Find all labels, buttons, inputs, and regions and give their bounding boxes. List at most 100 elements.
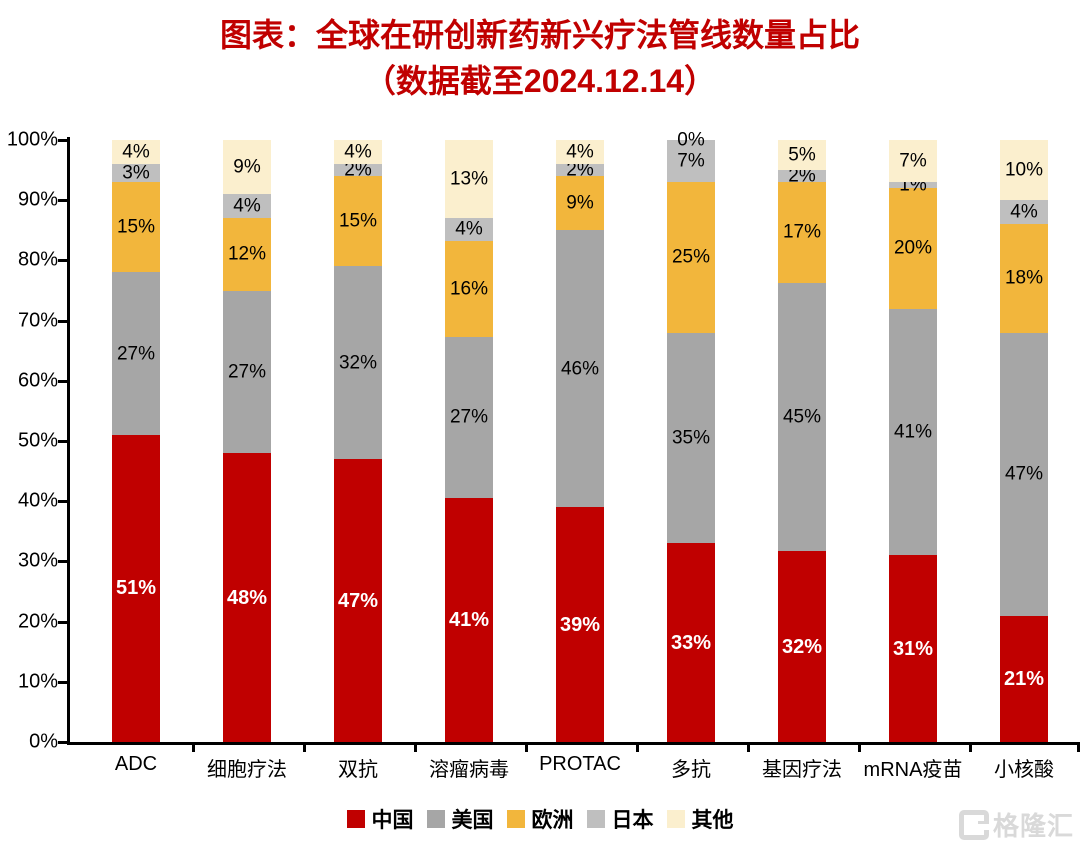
y-axis-tick bbox=[58, 319, 68, 323]
y-axis-tick bbox=[58, 620, 68, 624]
segment-data-label: 2% bbox=[788, 165, 816, 187]
bar-segment-其他: 4% bbox=[556, 140, 604, 165]
segment-data-label: 4% bbox=[455, 218, 483, 240]
legend-label: 中国 bbox=[371, 809, 414, 832]
segment-data-label: 7% bbox=[677, 150, 705, 172]
chart-title: 图表：全球在研创新药新兴疗法管线数量占比 （数据截至2024.12.14） bbox=[0, 12, 1080, 104]
bar-segment-美国: 47% bbox=[1000, 332, 1048, 616]
segment-data-label: 27% bbox=[227, 361, 267, 383]
bar-segment-欧洲: 12% bbox=[223, 218, 271, 291]
legend-item-中国: 中国 bbox=[346, 804, 414, 834]
x-axis-label-ADC: ADC bbox=[114, 753, 158, 775]
bar-mRNA疫苗: 31% 41% 20% 1% 7% bbox=[889, 140, 937, 742]
segment-data-label: 32% bbox=[338, 352, 378, 374]
bar-segment-欧洲: 15% bbox=[334, 176, 382, 267]
bar-segment-欧洲: 25% bbox=[667, 182, 715, 333]
segment-data-label: 15% bbox=[116, 216, 156, 238]
bar-segment-中国: 32% bbox=[778, 551, 826, 742]
bar-segment-中国: 41% bbox=[445, 497, 493, 742]
x-axis-label-多抗: 多抗 bbox=[671, 759, 711, 781]
bar-segment-欧洲: 16% bbox=[445, 241, 493, 337]
legend-item-日本: 日本 bbox=[586, 804, 654, 834]
segment-data-label: 25% bbox=[671, 246, 711, 268]
x-axis-tick bbox=[413, 742, 417, 752]
bar-基因疗法: 32% 45% 17% 2% 5% bbox=[778, 140, 826, 742]
segment-data-label: 41% bbox=[448, 608, 490, 631]
segment-data-label: 4% bbox=[566, 141, 594, 163]
segment-data-label: 16% bbox=[449, 278, 489, 300]
segment-data-label: 4% bbox=[344, 141, 372, 163]
x-axis-tick bbox=[191, 742, 195, 752]
legend-label: 日本 bbox=[611, 809, 654, 832]
bar-溶瘤病毒: 41% 27% 16% 4% 13% bbox=[445, 140, 493, 742]
bar-segment-中国: 39% bbox=[556, 507, 604, 742]
y-axis-tick bbox=[58, 379, 68, 383]
segment-data-label: 27% bbox=[449, 406, 489, 428]
y-axis-tick-label: 50% bbox=[17, 429, 58, 452]
segment-data-label: 27% bbox=[116, 343, 156, 365]
bar-segment-中国: 51% bbox=[112, 434, 160, 742]
gelonghui-logo-icon bbox=[958, 809, 989, 840]
segment-data-label: 21% bbox=[1003, 667, 1045, 690]
y-axis-tick bbox=[58, 139, 68, 142]
segment-data-label: 18% bbox=[1004, 267, 1044, 289]
segment-data-label: 13% bbox=[449, 168, 489, 190]
bar-segment-日本: 7% bbox=[667, 140, 715, 183]
segment-data-label: 45% bbox=[782, 406, 822, 428]
bar-多抗: 33% 35% 25% 7% 0% bbox=[667, 131, 715, 742]
x-axis-label-溶瘤病毒: 溶瘤病毒 bbox=[429, 759, 509, 781]
segment-data-label: 46% bbox=[560, 358, 600, 380]
bar-segment-欧洲: 9% bbox=[556, 176, 604, 231]
x-axis-label-细胞疗法: 细胞疗法 bbox=[207, 759, 287, 781]
legend-item-其他: 其他 bbox=[666, 804, 734, 834]
x-axis-label-小核酸: 小核酸 bbox=[994, 759, 1054, 781]
bar-segment-美国: 35% bbox=[667, 332, 715, 544]
segment-data-label: 31% bbox=[892, 637, 934, 660]
bar-segment-日本: 3% bbox=[112, 164, 160, 183]
segment-data-label: 41% bbox=[893, 421, 933, 443]
bar-segment-日本: 4% bbox=[445, 217, 493, 242]
bar-segment-其他: 9% bbox=[223, 140, 271, 195]
bar-segment-美国: 27% bbox=[223, 290, 271, 454]
legend-item-欧洲: 欧洲 bbox=[506, 804, 574, 834]
segment-data-label: 48% bbox=[226, 586, 268, 609]
y-axis-tick-label: 0% bbox=[29, 730, 58, 753]
bar-segment-日本: 2% bbox=[334, 161, 382, 180]
bar-segment-欧洲: 17% bbox=[778, 181, 826, 284]
y-axis-tick-label: 80% bbox=[17, 248, 58, 271]
y-axis-tick bbox=[58, 500, 68, 504]
y-axis-tick-label: 100% bbox=[6, 128, 58, 151]
x-axis-tick bbox=[1077, 742, 1080, 752]
bar-segment-其他: 4% bbox=[112, 140, 160, 165]
segment-data-label: 0% bbox=[677, 129, 705, 151]
bar-segment-日本: 4% bbox=[223, 194, 271, 219]
x-axis-tick bbox=[302, 742, 306, 752]
legend-item-美国: 美国 bbox=[426, 804, 494, 834]
y-axis-tick-label: 40% bbox=[17, 489, 58, 512]
segment-data-label: 4% bbox=[233, 195, 261, 217]
bar-小核酸: 21% 47% 18% 4% 10% bbox=[1000, 140, 1048, 742]
bar-segment-其他: 5% bbox=[778, 140, 826, 170]
bar-segment-欧洲: 20% bbox=[889, 188, 937, 309]
bar-segment-美国: 45% bbox=[778, 283, 826, 552]
chart-title-line1: 图表：全球在研创新药新兴疗法管线数量占比 bbox=[219, 17, 860, 53]
segment-data-label: 9% bbox=[233, 156, 261, 178]
watermark: 格隆汇 bbox=[958, 806, 1074, 843]
y-axis-tick-label: 30% bbox=[17, 549, 58, 572]
legend-swatch-icon bbox=[666, 810, 685, 828]
x-axis-label-双抗: 双抗 bbox=[338, 759, 378, 781]
legend-swatch-icon bbox=[426, 810, 445, 828]
bar-segment-美国: 27% bbox=[445, 336, 493, 498]
y-axis-tick bbox=[58, 680, 68, 684]
bar-segment-欧洲: 18% bbox=[1000, 224, 1048, 333]
bar-segment-美国: 41% bbox=[889, 308, 937, 556]
x-axis-tick bbox=[746, 742, 750, 752]
bar-segment-其他: 10% bbox=[1000, 140, 1048, 201]
segment-data-label: 9% bbox=[566, 192, 594, 214]
legend-label: 美国 bbox=[451, 809, 494, 832]
segment-data-label: 4% bbox=[1010, 201, 1038, 223]
bar-segment-日本: 2% bbox=[778, 166, 826, 185]
segment-data-label: 2% bbox=[566, 159, 594, 181]
legend-swatch-icon bbox=[506, 810, 525, 828]
segment-data-label: 51% bbox=[115, 577, 157, 600]
